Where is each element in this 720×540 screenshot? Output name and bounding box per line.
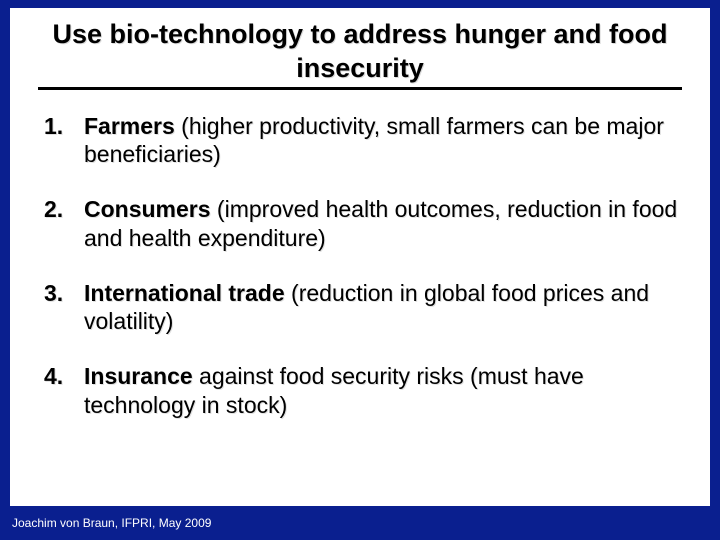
list-item-lead: Insurance <box>84 363 193 389</box>
list-item-lead: Consumers <box>84 196 211 222</box>
list-item: Insurance against food security risks (m… <box>44 362 682 420</box>
list-item-lead: International trade <box>84 280 285 306</box>
footer-attribution: Joachim von Braun, IFPRI, May 2009 <box>12 516 211 530</box>
list-item: Consumers (improved health outcomes, red… <box>44 195 682 253</box>
list-item: Farmers (higher productivity, small farm… <box>44 112 682 170</box>
list-item-lead: Farmers <box>84 113 175 139</box>
list-item: International trade (reduction in global… <box>44 279 682 337</box>
slide-title: Use bio-technology to address hunger and… <box>38 18 682 90</box>
slide-content: Use bio-technology to address hunger and… <box>10 8 710 506</box>
title-block: Use bio-technology to address hunger and… <box>38 18 682 90</box>
numbered-list: Farmers (higher productivity, small farm… <box>38 112 682 420</box>
